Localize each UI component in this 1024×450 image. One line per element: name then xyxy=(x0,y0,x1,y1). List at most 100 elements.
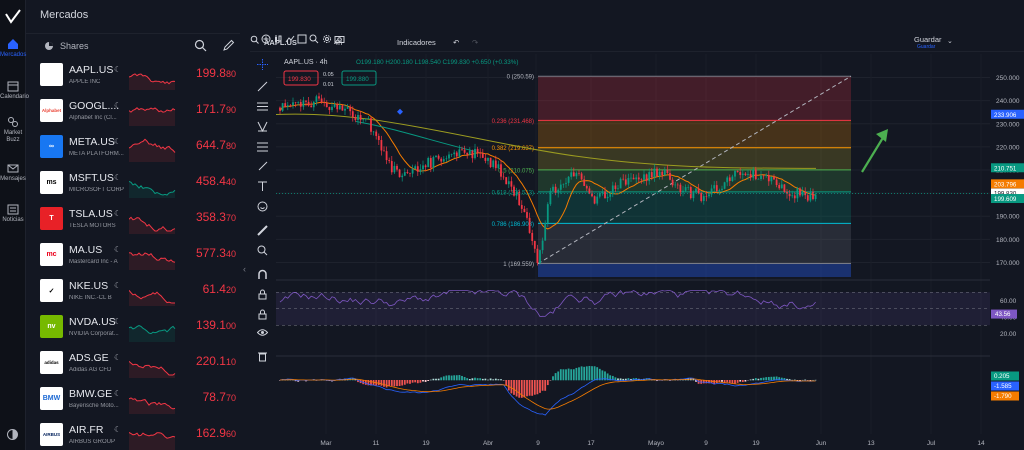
search-icon[interactable] xyxy=(250,35,259,44)
macd-histogram-bar xyxy=(416,380,419,384)
edit-icon[interactable] xyxy=(222,39,235,52)
zoom-in-icon[interactable] xyxy=(257,245,268,256)
buy-button[interactable] xyxy=(341,70,377,86)
search-icon[interactable] xyxy=(194,39,207,52)
eye-icon[interactable] xyxy=(257,327,268,338)
candle-body xyxy=(307,101,310,106)
price-main: 577.3 xyxy=(195,246,226,260)
watchlist-row[interactable]: nv NVDA.US NVIDIA Corporat... ☾ 139.100 xyxy=(26,312,240,348)
crosshair-icon[interactable] xyxy=(257,59,268,70)
chevron-down-icon[interactable]: ⌄ xyxy=(947,38,953,45)
candle-body xyxy=(323,102,326,103)
candle-body xyxy=(487,157,489,161)
row-company-name: Adidas AG CFD xyxy=(69,367,112,373)
market-closed-icon: ☾ xyxy=(114,137,122,146)
candle-body xyxy=(281,103,284,111)
watchlist-row[interactable]: Alphabet GOOGL.... Alphabet Inc (Cl... ☾ 171… xyxy=(26,96,240,132)
redo-icon[interactable]: ↷ xyxy=(472,38,479,47)
candle-body xyxy=(741,173,744,175)
watchlist-row[interactable]: AAPL.US APPLE INC ☾ 199.880 xyxy=(26,60,240,96)
trend-line[interactable] xyxy=(537,75,852,265)
candle-body xyxy=(650,172,653,178)
ruler-icon[interactable] xyxy=(257,225,268,236)
theme-toggle-icon[interactable] xyxy=(6,428,19,441)
row-symbol: AAPL.US xyxy=(69,64,114,76)
candle-body xyxy=(341,105,344,111)
fib-retracement-icon[interactable] xyxy=(257,141,268,152)
undo-icon[interactable]: ↶ xyxy=(453,38,460,47)
macd-value-label: 0.205 xyxy=(994,373,1010,380)
trash-icon[interactable] xyxy=(257,351,268,362)
nav-item-mercados[interactable]: Mercados xyxy=(0,38,26,58)
candle-body xyxy=(765,174,768,176)
zoom-icon[interactable] xyxy=(309,34,319,44)
row-price: 162.960 xyxy=(196,426,236,440)
layout-icon[interactable] xyxy=(297,34,307,44)
row-symbol: BMW.GE xyxy=(69,388,113,400)
sparkline-area xyxy=(129,325,175,342)
watchlist-row[interactable]: ∞ META.US META PLATFORM... ☾ 644.780 xyxy=(26,132,240,168)
magnet-icon[interactable] xyxy=(257,269,268,280)
watchlist-row[interactable]: T TSLA.US TESLA MOTORS ☾ 358.370 xyxy=(26,204,240,240)
watchlist-name[interactable]: Shares xyxy=(60,41,89,51)
arrow-annotation[interactable] xyxy=(861,129,888,173)
candle-body xyxy=(632,177,635,180)
sparkline-area xyxy=(129,139,175,162)
nav-item-calendario[interactable]: Calendario xyxy=(0,80,29,100)
brush-icon[interactable] xyxy=(257,161,268,172)
candle-body xyxy=(448,154,450,159)
candle-body xyxy=(294,102,297,103)
candle-body xyxy=(398,169,401,178)
watchlist-row[interactable]: AIRBUS AIR.FR AIRBUS GROUP ☾ 162.960 xyxy=(26,420,240,450)
watchlist-row[interactable]: mc MA.US Mastercard Inc - A ☾ 577.340 xyxy=(26,240,240,276)
sell-button[interactable] xyxy=(283,70,319,86)
candle-body xyxy=(812,191,814,200)
lock-drawings-icon[interactable] xyxy=(257,289,268,300)
brand-logo[interactable] xyxy=(4,8,22,26)
candle-body xyxy=(484,157,487,161)
save-button[interactable]: Guardar xyxy=(914,35,942,44)
price-label: 210.751 xyxy=(994,165,1017,172)
price-label-bg xyxy=(991,109,1024,119)
candle-body xyxy=(279,107,281,111)
candle-body xyxy=(351,111,354,118)
sparkline-line xyxy=(129,181,176,196)
collapse-panel-icon[interactable]: ‹ xyxy=(243,264,246,274)
nav-item-mensajes[interactable]: Mensajes xyxy=(0,162,26,182)
candle-body xyxy=(411,169,414,174)
macd-histogram-bar xyxy=(736,380,739,383)
candle-body xyxy=(414,166,417,170)
macd-value-bg xyxy=(991,391,1019,401)
watchlist-row[interactable]: BMW BMW.GE Bayerische Moto... ☾ 78.770 xyxy=(26,384,240,420)
time-tick-label: Abr xyxy=(483,440,494,447)
nav-item-noticias[interactable]: Noticias xyxy=(0,203,26,223)
fib-retracement[interactable]: 0 (250.59) 0.236 (231.468) 0.382 (219.637)… xyxy=(492,75,851,277)
macd-histogram-bar xyxy=(710,380,713,384)
camera-icon[interactable] xyxy=(334,34,345,44)
candle-body xyxy=(661,171,664,176)
candle-body xyxy=(302,100,305,107)
lock-icon[interactable] xyxy=(257,309,268,320)
candles-icon[interactable] xyxy=(273,34,283,44)
price-label: 233.906 xyxy=(994,112,1017,119)
symbol-selector[interactable]: AAPL.US xyxy=(264,38,297,47)
watchlist-row[interactable]: adidas ADS.GE Adidas AG CFD ☾ 220.110 xyxy=(26,348,240,384)
indicators-button[interactable]: Indicadores xyxy=(397,38,436,47)
nav-item-market-buzz[interactable]: Market Buzz xyxy=(0,116,26,144)
candle-body xyxy=(585,185,588,189)
interval-selector[interactable]: 4h xyxy=(334,38,343,47)
macd-histogram-bar xyxy=(494,378,497,381)
add-symbol-icon[interactable] xyxy=(261,34,271,44)
price-chart[interactable]: 0 (250.59) 0.236 (231.468) 0.382 (219.637)… xyxy=(276,54,1024,450)
horizontal-lines-icon[interactable] xyxy=(257,101,268,112)
company-logo: BMW xyxy=(40,387,63,410)
trend-line-icon[interactable] xyxy=(257,81,268,92)
macd-histogram-bar xyxy=(601,370,604,381)
text-icon[interactable] xyxy=(257,181,268,192)
pattern-icon[interactable] xyxy=(257,121,268,132)
watchlist-row[interactable]: ✓ NKE.US NIKE INC.-CL B ☾ 61.420 xyxy=(26,276,240,312)
emoji-icon[interactable] xyxy=(257,201,268,212)
gear-icon[interactable] xyxy=(322,34,332,44)
indicators-icon[interactable] xyxy=(285,34,295,44)
watchlist-row[interactable]: ms MSFT.US MICROSOFT CORP ☾ 458.440 xyxy=(26,168,240,204)
